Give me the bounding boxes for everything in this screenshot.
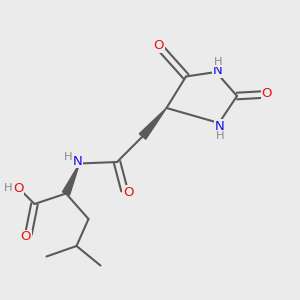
Text: H: H (64, 152, 72, 162)
Text: O: O (20, 230, 31, 244)
Text: H: H (4, 183, 13, 194)
Text: O: O (123, 185, 133, 199)
Text: N: N (73, 154, 82, 168)
Text: O: O (262, 87, 272, 101)
Text: H: H (216, 131, 224, 141)
Text: N: N (215, 120, 225, 133)
Text: N: N (213, 64, 222, 77)
Text: O: O (13, 182, 23, 196)
Text: H: H (214, 57, 223, 67)
Polygon shape (139, 108, 167, 139)
Text: O: O (154, 39, 164, 52)
Polygon shape (62, 164, 80, 195)
